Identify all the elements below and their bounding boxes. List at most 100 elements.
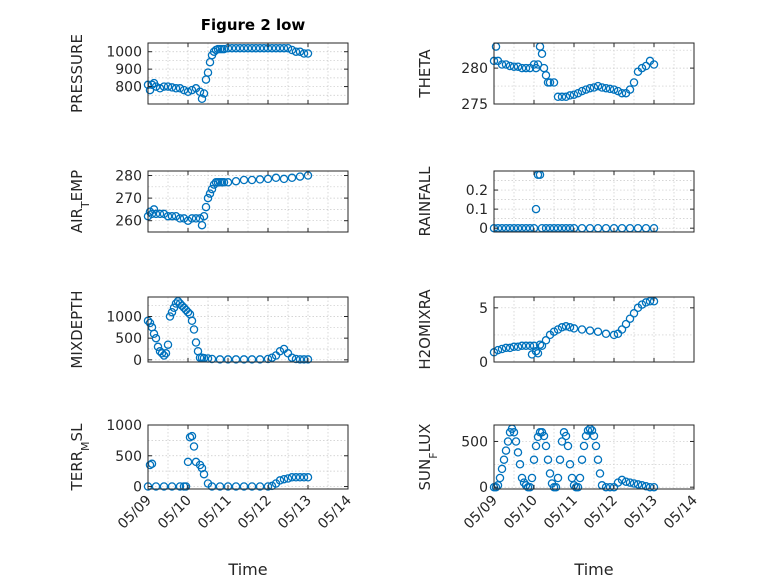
data-point <box>283 474 293 483</box>
data-point <box>243 43 253 53</box>
data-point <box>601 482 611 492</box>
data-point <box>247 175 257 185</box>
data-point <box>587 426 597 435</box>
data-point <box>199 211 209 221</box>
data-point <box>187 214 197 223</box>
data-point <box>563 441 573 451</box>
data-point <box>625 85 635 94</box>
data-point <box>537 49 547 59</box>
y-tick-label: 900 <box>115 62 142 78</box>
data-point <box>501 446 511 455</box>
subplot-sun-flux: 0 500 05/09 05/10 05/11 05/12 05/13 05/14 SUNFLU… <box>416 424 701 579</box>
y-tick-label: 260 <box>115 214 142 230</box>
data-point <box>295 47 305 56</box>
data-point <box>201 202 211 212</box>
data-point <box>641 61 651 71</box>
x-tick-label: 05/09 <box>461 493 501 533</box>
data-point <box>617 475 627 485</box>
data-point <box>497 464 507 474</box>
data-point <box>157 349 167 358</box>
y-axis-label: TERRMSL <box>68 423 92 492</box>
data-point <box>593 455 603 464</box>
data-point <box>239 355 249 364</box>
y-tick-label: 280 <box>115 169 142 185</box>
data-point <box>591 441 601 451</box>
data-point <box>533 349 543 358</box>
y-tick-label: 280 <box>461 61 488 77</box>
data-point <box>501 343 511 353</box>
y-axis-label: AIRTEMP <box>68 170 92 233</box>
data-point <box>303 355 313 364</box>
data-point <box>491 42 501 51</box>
data-point <box>557 323 567 332</box>
x-tick-label: 05/12 <box>235 493 275 533</box>
data-point <box>577 325 587 334</box>
data-point <box>517 473 527 483</box>
data-point <box>553 92 563 102</box>
data-point <box>579 441 589 451</box>
y-tick-label: 0 <box>133 353 142 369</box>
data-point <box>585 424 595 433</box>
data-point <box>175 214 185 223</box>
data-point <box>167 482 177 491</box>
data-point <box>569 324 579 333</box>
data-point <box>199 469 209 479</box>
data-point <box>553 473 563 483</box>
x-tick-label: 05/13 <box>621 493 661 533</box>
data-point <box>491 482 501 492</box>
data-point <box>549 78 559 87</box>
subplot-terr-msl: 0 500 1000 05/09 05/10 05/11 05/12 05/13 05/14 TE… <box>68 418 355 579</box>
subplot-h2omixra: 0 5 H2OMIXRA <box>416 289 695 371</box>
data-point <box>555 455 565 464</box>
y-tick-label: 270 <box>115 191 142 207</box>
data-point <box>189 442 199 451</box>
data-point <box>597 83 607 92</box>
axes-box <box>147 296 349 363</box>
data-point <box>545 78 555 87</box>
data-point <box>255 482 265 491</box>
data-point <box>641 298 651 307</box>
data-point <box>283 43 293 53</box>
data-point <box>543 455 553 464</box>
data-point <box>625 314 635 323</box>
data-point <box>649 482 659 492</box>
data-point <box>159 82 169 91</box>
data-point <box>295 473 305 482</box>
x-tick-label: 05/10 <box>155 493 195 533</box>
data-point <box>255 175 265 184</box>
data-point <box>291 47 301 56</box>
data-point <box>303 49 313 58</box>
data-point <box>495 473 505 483</box>
data-point <box>247 482 257 491</box>
data-point <box>239 482 249 491</box>
y-axis-label: THETA <box>416 49 434 99</box>
data-point <box>207 184 217 194</box>
data-point <box>251 43 261 53</box>
data-point <box>531 346 541 356</box>
y-tick-label: 1000 <box>106 310 142 326</box>
data-point <box>231 176 241 186</box>
data-point <box>565 323 575 332</box>
data-point <box>633 480 643 489</box>
data-point <box>595 469 605 478</box>
data-point <box>497 344 507 354</box>
subplot-air-temp: 260 270 280 AIRTEMP <box>68 169 349 233</box>
data-point <box>183 457 193 467</box>
data-point <box>509 428 519 437</box>
data-point <box>271 43 281 53</box>
axes-box <box>493 296 695 363</box>
data-point <box>203 68 213 77</box>
data-point <box>637 63 647 73</box>
data-point <box>199 89 209 98</box>
data-point <box>163 82 173 91</box>
data-point <box>545 469 555 478</box>
axes-box <box>493 424 695 490</box>
data-point <box>267 43 277 53</box>
y-axis-label: MIXDEPTH <box>68 290 86 368</box>
data-point <box>509 62 519 71</box>
data-point <box>565 91 575 100</box>
data-point <box>589 83 599 92</box>
data-point <box>287 173 297 183</box>
